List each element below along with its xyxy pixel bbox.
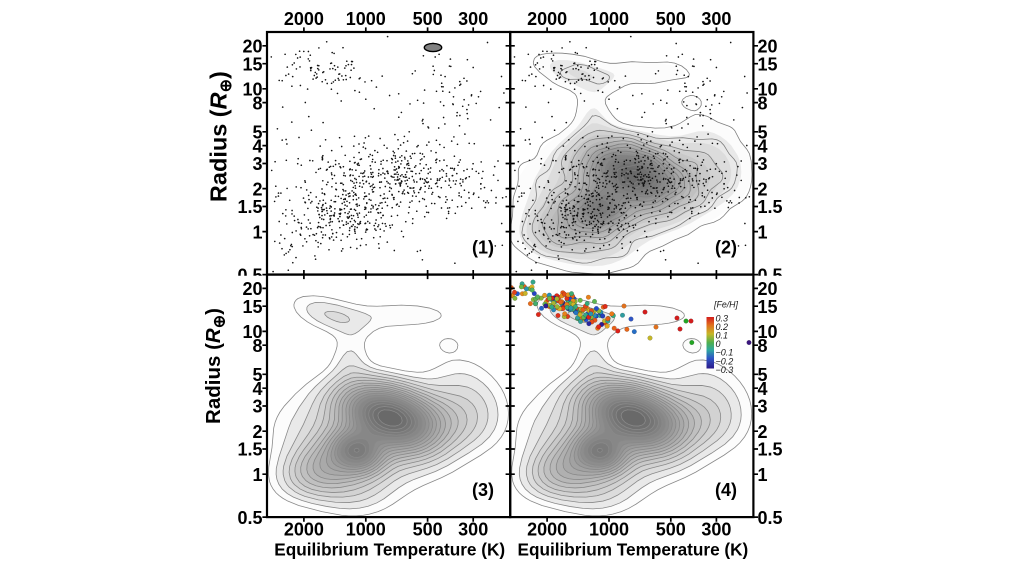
svg-text:(2): (2) — [715, 238, 737, 258]
svg-text:−0.3: −0.3 — [716, 365, 734, 375]
svg-text:3: 3 — [758, 397, 768, 417]
svg-text:500: 500 — [413, 9, 443, 29]
svg-text:5: 5 — [252, 123, 262, 143]
svg-text:15: 15 — [242, 54, 262, 74]
svg-text:1.5: 1.5 — [758, 197, 783, 217]
svg-text:20: 20 — [242, 37, 262, 57]
svg-text:5: 5 — [758, 365, 768, 385]
svg-text:8: 8 — [252, 93, 262, 113]
svg-text:8: 8 — [758, 336, 768, 356]
svg-text:Equilibrium Temperature (K): Equilibrium Temperature (K) — [518, 540, 749, 560]
svg-text:−0.2: −0.2 — [716, 356, 734, 366]
svg-text:1: 1 — [252, 222, 262, 242]
svg-text:1: 1 — [252, 465, 262, 485]
svg-text:8: 8 — [252, 336, 262, 356]
svg-text:8: 8 — [758, 93, 768, 113]
svg-text:4: 4 — [252, 136, 262, 156]
svg-text:10: 10 — [242, 80, 262, 100]
svg-text:1000: 1000 — [589, 520, 629, 540]
svg-text:2: 2 — [758, 422, 768, 442]
svg-text:4: 4 — [758, 379, 768, 399]
svg-text:1.5: 1.5 — [237, 197, 262, 217]
svg-text:3: 3 — [758, 154, 768, 174]
svg-text:500: 500 — [413, 520, 443, 540]
svg-text:1: 1 — [758, 222, 768, 242]
svg-text:(1): (1) — [472, 238, 494, 258]
svg-text:4: 4 — [758, 136, 768, 156]
svg-text:4: 4 — [252, 379, 262, 399]
svg-text:0.3: 0.3 — [716, 313, 729, 323]
svg-text:15: 15 — [242, 297, 262, 317]
svg-text:2000: 2000 — [527, 9, 567, 29]
svg-text:Radius (R⊕): Radius (R⊕) — [206, 71, 236, 202]
svg-text:1.5: 1.5 — [237, 440, 262, 460]
svg-text:2000: 2000 — [284, 520, 324, 540]
svg-text:15: 15 — [758, 297, 778, 317]
svg-text:0.5: 0.5 — [237, 508, 262, 528]
svg-text:20: 20 — [758, 37, 778, 57]
svg-text:1: 1 — [758, 465, 768, 485]
svg-text:5: 5 — [252, 365, 262, 385]
svg-text:5: 5 — [758, 123, 768, 143]
svg-text:2: 2 — [252, 179, 262, 199]
svg-text:500: 500 — [656, 9, 686, 29]
svg-text:−0.1: −0.1 — [716, 348, 734, 358]
svg-text:2000: 2000 — [284, 9, 324, 29]
svg-text:0.5: 0.5 — [758, 265, 783, 285]
svg-text:2000: 2000 — [527, 520, 567, 540]
svg-text:10: 10 — [758, 80, 778, 100]
svg-text:0.1: 0.1 — [716, 331, 729, 341]
svg-text:0.2: 0.2 — [716, 322, 729, 332]
svg-text:(3): (3) — [472, 480, 494, 500]
svg-text:1000: 1000 — [589, 9, 629, 29]
svg-text:300: 300 — [458, 9, 488, 29]
svg-text:0.5: 0.5 — [237, 265, 262, 285]
svg-text:0: 0 — [716, 339, 721, 349]
svg-text:20: 20 — [758, 279, 778, 299]
svg-text:10: 10 — [758, 322, 778, 342]
svg-text:2: 2 — [252, 422, 262, 442]
svg-text:300: 300 — [701, 9, 731, 29]
svg-text:500: 500 — [656, 520, 686, 540]
svg-text:300: 300 — [458, 520, 488, 540]
svg-text:3: 3 — [252, 397, 262, 417]
svg-text:15: 15 — [758, 54, 778, 74]
svg-text:10: 10 — [242, 322, 262, 342]
svg-text:1000: 1000 — [346, 9, 386, 29]
svg-text:[Fe/H]: [Fe/H] — [713, 300, 739, 310]
svg-text:1000: 1000 — [346, 520, 386, 540]
svg-text:300: 300 — [701, 520, 731, 540]
svg-text:Equilibrium Temperature (K): Equilibrium Temperature (K) — [274, 540, 505, 560]
svg-text:3: 3 — [252, 154, 262, 174]
svg-text:0.5: 0.5 — [758, 508, 783, 528]
svg-text:(4): (4) — [715, 480, 737, 500]
svg-text:2: 2 — [758, 179, 768, 199]
svg-text:20: 20 — [242, 279, 262, 299]
svg-text:1.5: 1.5 — [758, 440, 783, 460]
